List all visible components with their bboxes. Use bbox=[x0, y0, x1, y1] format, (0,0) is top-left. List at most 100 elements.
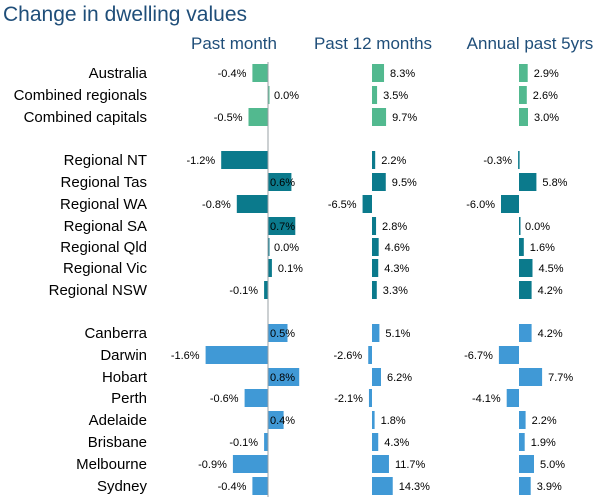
row-label-combined-capitals: Combined capitals bbox=[24, 109, 147, 126]
bar-past-month-brisbane bbox=[264, 433, 268, 451]
bar-past-month-hobart bbox=[268, 368, 300, 386]
column-header-annual-past-5yrs: Annual past 5yrs bbox=[467, 34, 594, 53]
value-label-annual-past-5yrs-adelaide: 2.2% bbox=[532, 415, 557, 427]
bar-past-month-perth bbox=[244, 389, 268, 407]
row-label-darwin: Darwin bbox=[100, 347, 147, 364]
bar-annual-past-5yrs-regional-qld bbox=[519, 238, 524, 256]
value-label-past-month-canberra: 0.5% bbox=[270, 328, 295, 340]
bar-past-12-months-hobart bbox=[372, 368, 381, 386]
value-label-past-month-regional-qld: 0.0% bbox=[274, 242, 299, 254]
series-past-12-months: 8.3% 3.5% 9.7% 2.2% 9.5% -6.5% 2.8% 4.6% 4.3% 3.3… bbox=[328, 64, 430, 495]
value-label-past-month-melbourne: -0.9% bbox=[198, 459, 227, 471]
value-label-past-12-months-perth: -2.1% bbox=[334, 393, 363, 405]
value-label-annual-past-5yrs-regional-nsw: 4.2% bbox=[538, 285, 563, 297]
bar-annual-past-5yrs-australia bbox=[519, 64, 528, 82]
value-label-past-month-perth: -0.6% bbox=[210, 393, 239, 405]
value-label-past-12-months-darwin: -2.6% bbox=[333, 350, 362, 362]
bar-past-month-combined-regionals bbox=[268, 86, 270, 104]
bar-annual-past-5yrs-melbourne bbox=[519, 455, 534, 473]
series-annual-past-5yrs: 2.9% 2.6% 3.0% -0.3% 5.8% -6.0% 0.0% 1.6% 4.5% 4.… bbox=[464, 64, 573, 495]
bar-past-month-regional-vic bbox=[268, 259, 272, 277]
bar-annual-past-5yrs-adelaide bbox=[519, 411, 526, 429]
value-label-past-month-regional-sa: 0.7% bbox=[270, 221, 295, 233]
row-label-regional-sa: Regional SA bbox=[64, 218, 147, 235]
row-labels: Australia Combined regionals Combined capi… bbox=[14, 65, 148, 495]
value-label-past-month-combined-capitals: -0.5% bbox=[214, 112, 243, 124]
bar-past-12-months-regional-wa bbox=[362, 195, 372, 213]
value-label-annual-past-5yrs-regional-sa: 0.0% bbox=[525, 221, 550, 233]
value-label-annual-past-5yrs-perth: -4.1% bbox=[472, 393, 501, 405]
value-label-past-month-adelaide: 0.4% bbox=[270, 415, 295, 427]
bar-past-12-months-canberra bbox=[372, 324, 380, 342]
column-header-past-month: Past month bbox=[191, 34, 277, 53]
value-label-annual-past-5yrs-regional-nt: -0.3% bbox=[483, 155, 512, 167]
chart-marks: -0.4% 0.0% -0.5% -1.2% 0.6% -0.8% 0.7% 0.0% 0.1%… bbox=[171, 62, 573, 497]
series-past-month: -0.4% 0.0% -0.5% -1.2% 0.6% -0.8% 0.7% 0.0% 0.1%… bbox=[171, 64, 303, 495]
value-label-past-12-months-regional-qld: 4.6% bbox=[385, 242, 410, 254]
bar-annual-past-5yrs-darwin bbox=[498, 346, 519, 364]
value-label-annual-past-5yrs-australia: 2.9% bbox=[534, 68, 559, 80]
value-label-past-12-months-regional-vic: 4.3% bbox=[384, 263, 409, 275]
bar-annual-past-5yrs-brisbane bbox=[519, 433, 525, 451]
value-label-past-12-months-regional-tas: 9.5% bbox=[392, 177, 417, 189]
value-label-past-12-months-combined-capitals: 9.7% bbox=[392, 112, 417, 124]
bar-past-month-regional-wa bbox=[236, 195, 268, 213]
bar-past-12-months-regional-nt bbox=[372, 151, 376, 169]
row-label-regional-qld: Regional Qld bbox=[60, 239, 147, 256]
value-label-annual-past-5yrs-darwin: -6.7% bbox=[464, 350, 493, 362]
bar-annual-past-5yrs-regional-tas bbox=[519, 173, 537, 191]
bar-past-12-months-regional-vic bbox=[372, 259, 379, 277]
value-label-past-month-regional-nsw: -0.1% bbox=[229, 285, 258, 297]
chart-title: Change in dwelling values bbox=[3, 3, 247, 26]
value-label-past-12-months-canberra: 5.1% bbox=[385, 328, 410, 340]
row-label-regional-wa: Regional WA bbox=[60, 196, 147, 213]
value-label-annual-past-5yrs-combined-regionals: 2.6% bbox=[533, 90, 558, 102]
value-label-annual-past-5yrs-sydney: 3.9% bbox=[537, 481, 562, 493]
bar-annual-past-5yrs-hobart bbox=[519, 368, 543, 386]
bar-past-12-months-darwin bbox=[368, 346, 372, 364]
bar-past-month-combined-capitals bbox=[248, 108, 268, 126]
value-label-past-month-regional-vic: 0.1% bbox=[278, 263, 303, 275]
row-label-perth: Perth bbox=[111, 390, 147, 407]
value-label-annual-past-5yrs-combined-capitals: 3.0% bbox=[534, 112, 559, 124]
bar-past-12-months-perth bbox=[368, 389, 372, 407]
row-label-melbourne: Melbourne bbox=[76, 456, 147, 473]
value-label-annual-past-5yrs-regional-vic: 4.5% bbox=[539, 263, 564, 275]
value-label-annual-past-5yrs-canberra: 4.2% bbox=[538, 328, 563, 340]
value-label-past-month-brisbane: -0.1% bbox=[229, 437, 258, 449]
value-label-annual-past-5yrs-regional-qld: 1.6% bbox=[530, 242, 555, 254]
bar-past-12-months-regional-nsw bbox=[372, 281, 377, 299]
row-label-canberra: Canberra bbox=[84, 325, 147, 342]
value-label-past-month-combined-regionals: 0.0% bbox=[274, 90, 299, 102]
bar-annual-past-5yrs-combined-regionals bbox=[519, 86, 527, 104]
row-label-brisbane: Brisbane bbox=[88, 434, 147, 451]
bar-past-month-canberra bbox=[268, 324, 288, 342]
bar-past-12-months-sydney bbox=[372, 477, 393, 495]
bar-annual-past-5yrs-regional-nt bbox=[518, 151, 520, 169]
column-header-past-12-months: Past 12 months bbox=[314, 34, 432, 53]
row-label-regional-nsw: Regional NSW bbox=[49, 282, 148, 299]
value-label-past-12-months-sydney: 14.3% bbox=[399, 481, 430, 493]
value-label-annual-past-5yrs-hobart: 7.7% bbox=[548, 372, 573, 384]
bar-past-month-sydney bbox=[252, 477, 268, 495]
value-label-annual-past-5yrs-brisbane: 1.9% bbox=[531, 437, 556, 449]
bar-past-12-months-combined-capitals bbox=[372, 108, 387, 126]
value-label-annual-past-5yrs-regional-wa: -6.0% bbox=[466, 199, 495, 211]
bar-annual-past-5yrs-regional-sa bbox=[519, 217, 521, 235]
bar-annual-past-5yrs-combined-capitals bbox=[519, 108, 528, 126]
value-label-past-month-regional-wa: -0.8% bbox=[202, 199, 231, 211]
bar-past-12-months-adelaide bbox=[372, 411, 375, 429]
bar-past-12-months-combined-regionals bbox=[372, 86, 378, 104]
value-label-past-month-sydney: -0.4% bbox=[218, 481, 247, 493]
bar-past-month-regional-sa bbox=[268, 217, 296, 235]
bar-past-month-adelaide bbox=[268, 411, 284, 429]
value-label-past-12-months-adelaide: 1.8% bbox=[381, 415, 406, 427]
value-label-past-month-regional-nt: -1.2% bbox=[186, 155, 215, 167]
value-label-past-12-months-brisbane: 4.3% bbox=[384, 437, 409, 449]
value-label-past-12-months-regional-wa: -6.5% bbox=[328, 199, 357, 211]
value-label-past-12-months-regional-sa: 2.8% bbox=[382, 221, 407, 233]
bar-past-month-regional-tas bbox=[268, 173, 292, 191]
value-label-annual-past-5yrs-regional-tas: 5.8% bbox=[542, 177, 567, 189]
value-label-past-12-months-regional-nt: 2.2% bbox=[381, 155, 406, 167]
bar-past-month-regional-qld bbox=[268, 238, 270, 256]
